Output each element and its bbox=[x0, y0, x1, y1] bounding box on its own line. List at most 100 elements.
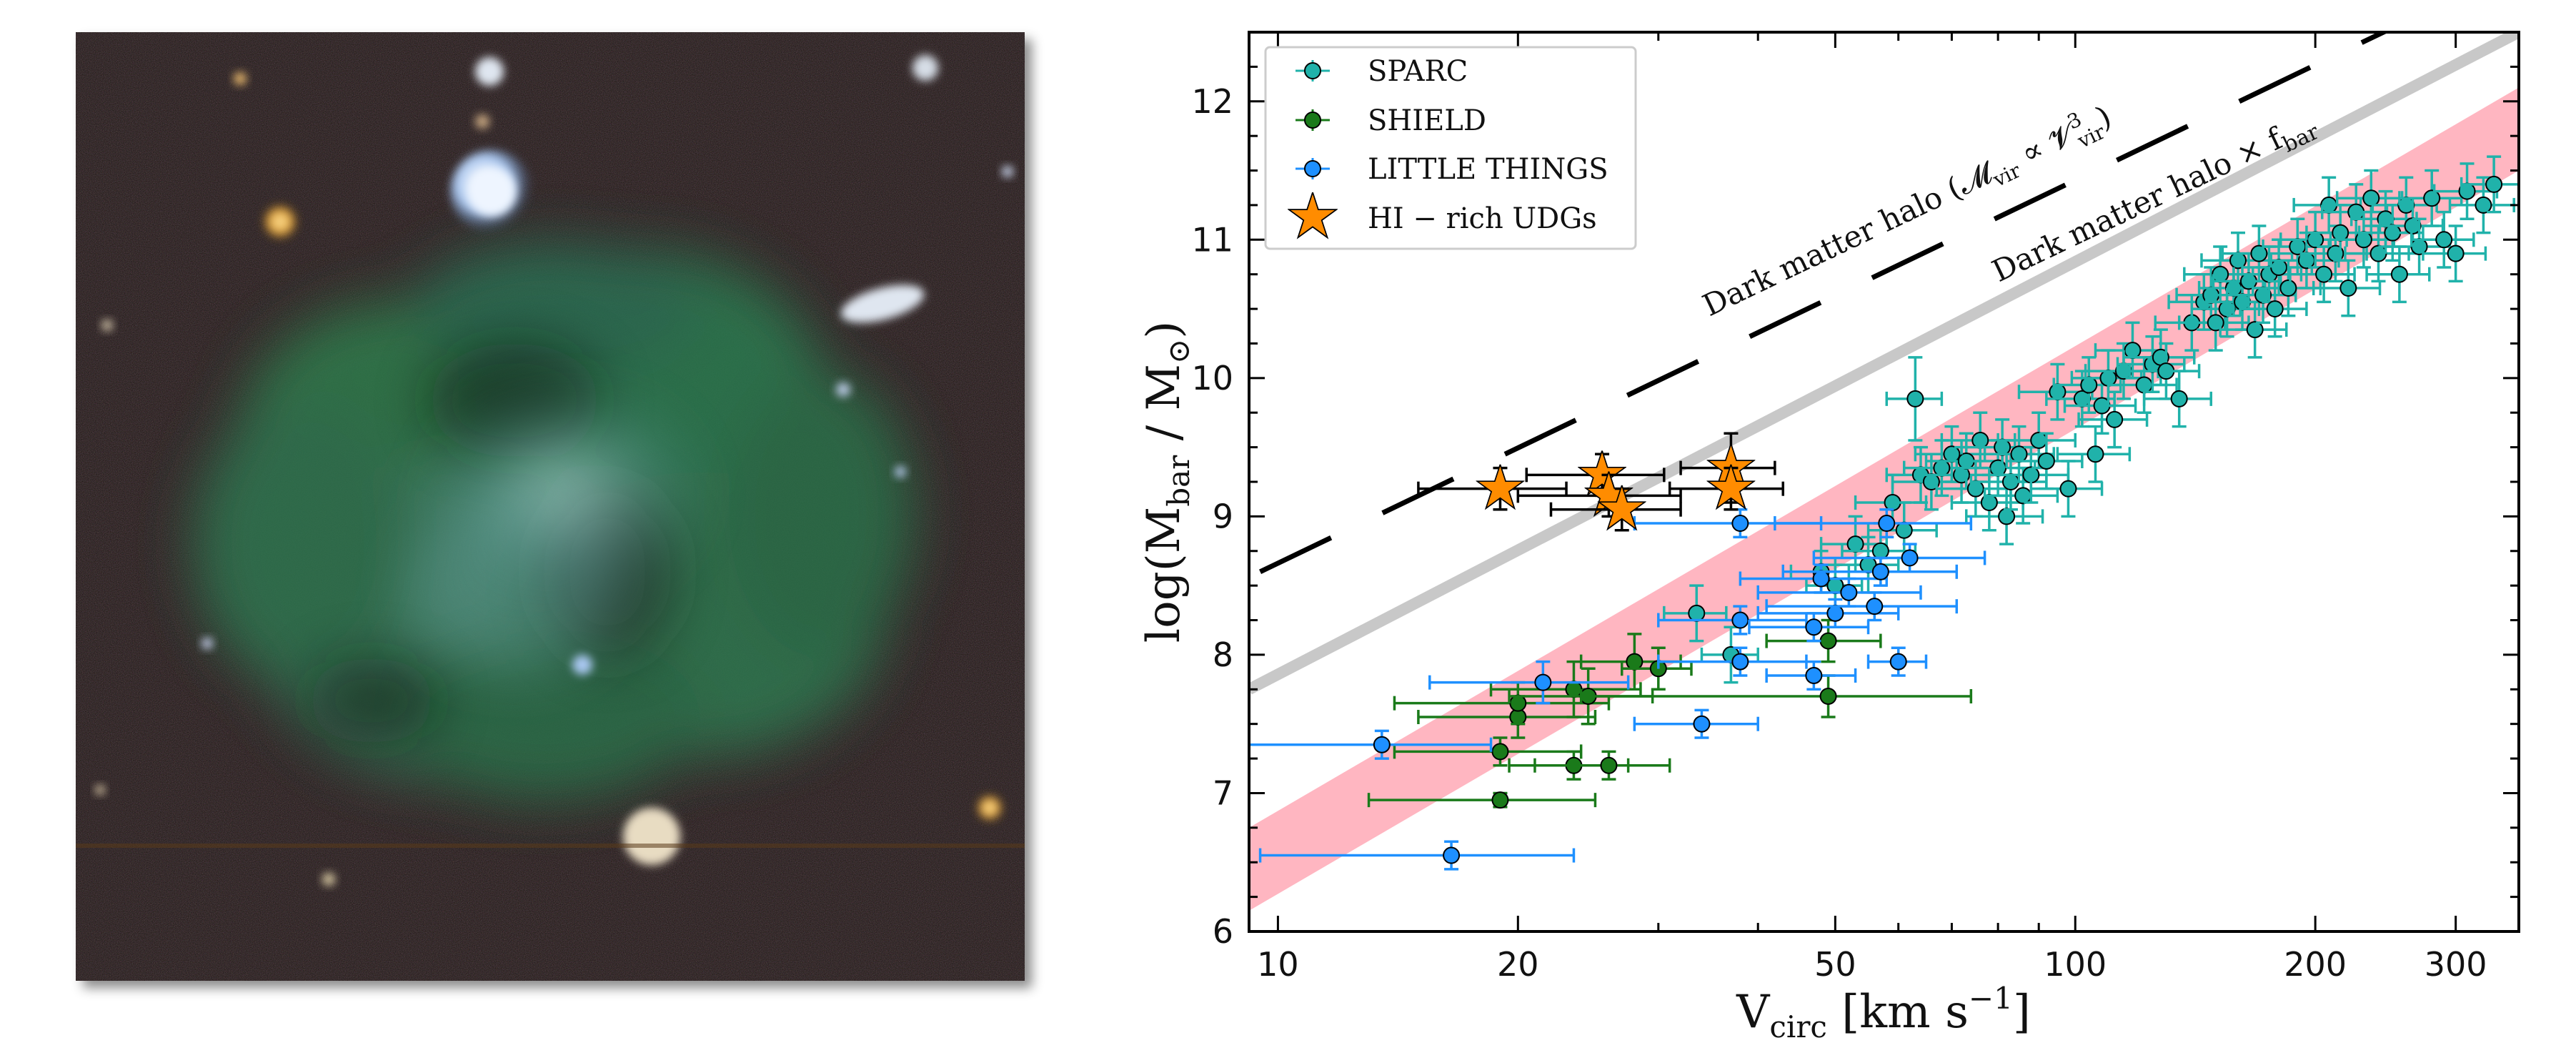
little-things-marker bbox=[1871, 563, 1889, 580]
sparc-marker bbox=[2106, 410, 2124, 428]
sparc-marker bbox=[2080, 376, 2098, 394]
shield-marker bbox=[1491, 743, 1509, 761]
sparc-point bbox=[1964, 487, 2044, 545]
sparc-point bbox=[2344, 224, 2410, 283]
sparc-marker bbox=[2307, 231, 2324, 249]
sparc-marker bbox=[2362, 189, 2380, 207]
halo-annotation-main: Dark matter halo (𝓜 bbox=[1697, 154, 2001, 323]
sparc-marker bbox=[2410, 237, 2428, 255]
sparc-marker bbox=[2087, 445, 2104, 463]
sparc-point bbox=[2410, 210, 2475, 269]
sparc-marker bbox=[2423, 189, 2441, 207]
sparc-marker bbox=[2246, 321, 2264, 339]
y-tick-label: 9 bbox=[1213, 497, 1233, 535]
y-axis-title-sub: bar bbox=[1161, 455, 1196, 507]
halo-annotation: Dark matter halo (𝓜vir ∝ 𝓥3vir) bbox=[1696, 95, 2119, 329]
sparc-marker bbox=[2475, 196, 2492, 214]
sparc-point bbox=[2269, 231, 2340, 290]
shield-marker bbox=[1819, 632, 1837, 650]
sparc-marker bbox=[2022, 466, 2040, 484]
sparc-marker bbox=[1943, 445, 1961, 463]
x-axis-title-end: ] bbox=[2013, 986, 2031, 1039]
sparc-point bbox=[2056, 425, 2132, 483]
series-sparc bbox=[1663, 155, 2519, 684]
series-shield bbox=[1367, 618, 1973, 809]
sparc-point bbox=[2422, 224, 2487, 283]
x-tick-label: 10 bbox=[1257, 945, 1299, 984]
sparc-marker bbox=[2059, 480, 2077, 498]
little-things-marker bbox=[1889, 653, 1907, 671]
sparc-point bbox=[2239, 280, 2308, 338]
x-axis-title-sup: −1 bbox=[1969, 981, 2013, 1016]
little-things-marker bbox=[1826, 604, 1844, 622]
little-things-marker bbox=[1534, 673, 1552, 691]
x-axis-title-sub: circ bbox=[1769, 1009, 1827, 1044]
sparc-marker bbox=[2010, 445, 2028, 463]
y-axis-title: log(Mbar / M⊙) bbox=[1138, 321, 1196, 643]
sparc-marker bbox=[2435, 231, 2453, 249]
data-points bbox=[1249, 155, 2519, 871]
sparc-marker bbox=[2157, 362, 2175, 380]
legend-box bbox=[1264, 46, 1637, 250]
sparc-point bbox=[2292, 176, 2362, 234]
shield-point bbox=[1417, 695, 1597, 739]
shield-point bbox=[1393, 736, 1583, 767]
shield-point bbox=[1533, 750, 1671, 781]
x-tick-label: 100 bbox=[2044, 945, 2107, 984]
legend-label-hi-rich-udgs: HI − rich UDGs bbox=[1368, 202, 1597, 235]
sparc-marker bbox=[2289, 237, 2307, 255]
sparc-marker bbox=[1933, 459, 1951, 477]
legend-label-shield: SHIELD bbox=[1368, 104, 1486, 137]
sparc-marker bbox=[2170, 390, 2188, 407]
little-things-point bbox=[1258, 840, 1576, 871]
little-things-marker bbox=[1812, 570, 1830, 588]
sparc-marker bbox=[2250, 244, 2268, 262]
sparc-marker bbox=[2390, 265, 2408, 283]
sparc-point bbox=[1663, 584, 1728, 643]
little-things-marker bbox=[1901, 549, 1919, 567]
little-things-point bbox=[1748, 612, 1870, 643]
sparc-marker bbox=[1971, 431, 1989, 449]
sparc-point bbox=[2448, 176, 2515, 234]
little-things-point bbox=[1633, 708, 1759, 739]
little-things-marker bbox=[1805, 666, 1823, 684]
x-axis-title: Vcirc [km s−1] bbox=[1736, 981, 2031, 1044]
shield-point bbox=[1367, 791, 1597, 809]
shield-point bbox=[1579, 674, 1973, 718]
y-tick-label: 8 bbox=[1213, 636, 1233, 674]
y-axis-ticks: 6 7 8 9 10 11 12 bbox=[1191, 31, 2519, 951]
sparc-marker bbox=[2212, 265, 2229, 283]
shield-marker bbox=[1626, 653, 1643, 671]
little-things-point bbox=[1812, 543, 1986, 573]
little-things-marker bbox=[1443, 846, 1461, 864]
y-tick-label: 11 bbox=[1191, 220, 1233, 259]
sparc-marker bbox=[2485, 175, 2503, 193]
sparc-point bbox=[2142, 370, 2212, 428]
x-tick-label: 50 bbox=[1814, 945, 1856, 984]
little-things-marker bbox=[1731, 611, 1749, 629]
sparc-point bbox=[2432, 162, 2499, 221]
sparc-point bbox=[2460, 155, 2519, 214]
little-things-point bbox=[1657, 646, 1808, 677]
little-things-marker bbox=[1373, 736, 1391, 753]
sparc-marker bbox=[1906, 390, 1924, 407]
sparc-marker bbox=[1871, 542, 1889, 560]
shield-marker bbox=[1600, 756, 1618, 774]
shield-marker bbox=[1491, 791, 1509, 809]
sparc-marker bbox=[2270, 259, 2288, 277]
little-things-marker bbox=[1840, 583, 1858, 601]
sparc-marker bbox=[2037, 452, 2055, 470]
little-things-marker bbox=[1878, 515, 1896, 533]
little-things-marker bbox=[1805, 618, 1823, 636]
sparc-marker bbox=[2124, 342, 2142, 360]
little-things-point bbox=[1765, 660, 1857, 691]
hi-rich-udgs-point bbox=[1668, 465, 1785, 510]
little-things-marker bbox=[1731, 653, 1749, 671]
sparc-point bbox=[1885, 356, 1944, 442]
sparc-point bbox=[2335, 169, 2404, 227]
little-things-point bbox=[1774, 508, 1973, 539]
y-axis-title-end: ) bbox=[1138, 321, 1190, 339]
legend-marker-little-things bbox=[1304, 160, 1321, 177]
halo-baryon-line bbox=[1249, 32, 2519, 695]
little-things-point bbox=[1765, 591, 1959, 622]
